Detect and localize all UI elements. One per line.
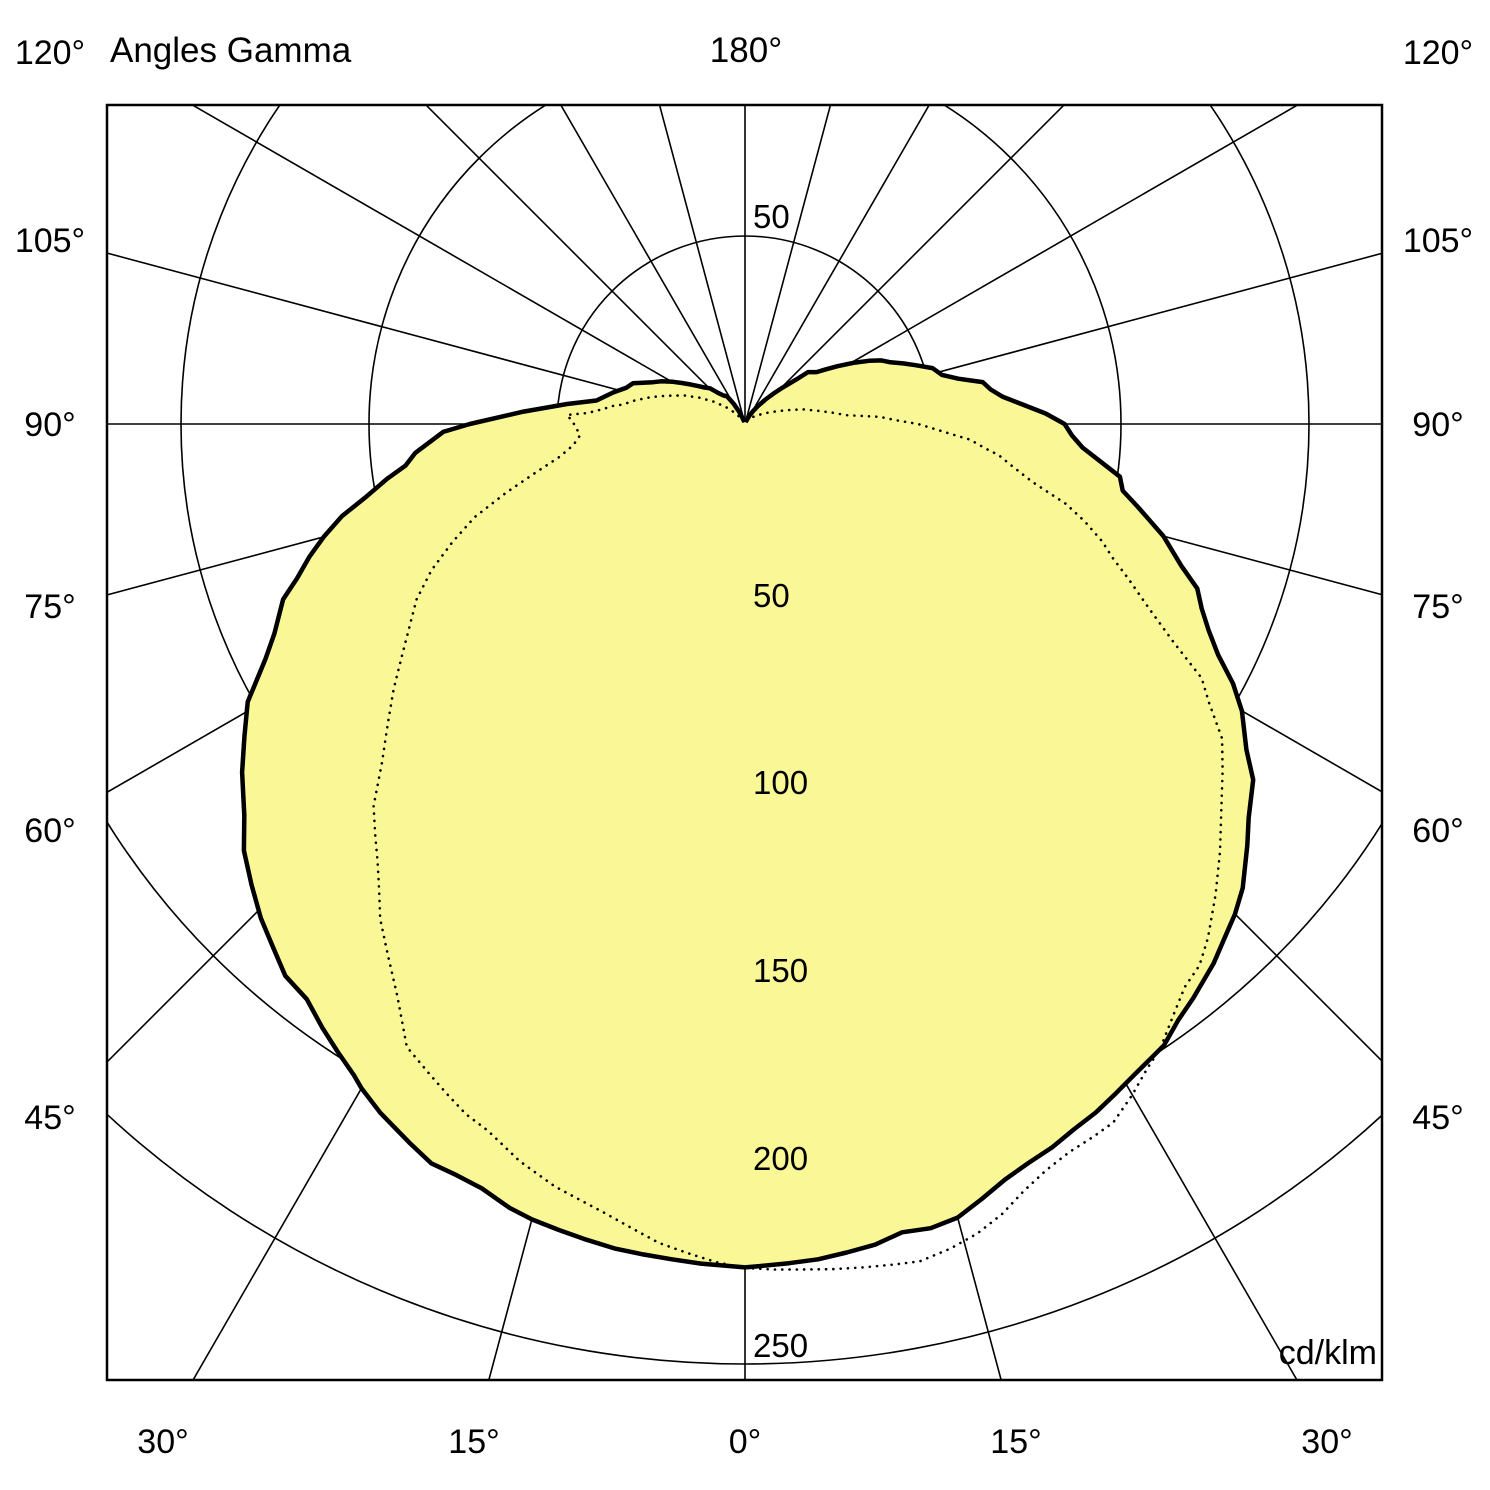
intensity-fill-area xyxy=(242,360,1254,1268)
angle-label-right-60°: 60° xyxy=(1412,812,1463,850)
angle-label-right-120°: 120° xyxy=(1403,34,1473,72)
grid-ray-165 xyxy=(744,105,832,425)
unit-label: cd/klm xyxy=(1279,1334,1377,1372)
angle-label-right-90°: 90° xyxy=(1412,406,1463,444)
grid-ray-210 xyxy=(559,105,746,425)
grid-ray-255 xyxy=(107,252,746,425)
angle-label-left-90°: 90° xyxy=(24,406,75,444)
radial-label-top-50: 50 xyxy=(753,198,790,235)
grid-ray-135 xyxy=(744,105,1066,425)
angle-label-right-105°: 105° xyxy=(1403,222,1473,260)
angle-label-bottom-1: 15° xyxy=(448,1423,499,1461)
angle-label-left-75°: 75° xyxy=(24,588,75,626)
angle-label-right-45°: 45° xyxy=(1412,1099,1463,1137)
radial-label-150: 150 xyxy=(753,952,808,989)
radial-label-50: 50 xyxy=(753,577,790,614)
angle-label-bottom-0: 30° xyxy=(137,1423,188,1461)
chart-title: Angles Gamma xyxy=(110,31,352,70)
angle-label-bottom-4: 30° xyxy=(1301,1423,1352,1461)
axis-labels: 120° 105° 90° 75° 60° 45° 120° 105° 90° 75° 60° 45°… xyxy=(15,34,1473,1461)
plot-frame xyxy=(105,103,1384,1382)
radial-label-200: 200 xyxy=(753,1140,808,1177)
angle-label-bottom-2: 0° xyxy=(729,1423,762,1461)
grid-ray-240 xyxy=(190,105,746,425)
grid-ray-195 xyxy=(658,105,746,425)
intensity-curve-solid xyxy=(239,358,1256,1270)
grid-ray-225 xyxy=(424,105,746,425)
intensity-curve-dotted xyxy=(372,394,1224,1271)
grid-ray-150 xyxy=(744,105,931,425)
angle-label-left-105°: 105° xyxy=(15,222,85,260)
grid-ray-105 xyxy=(744,252,1382,425)
radial-label-250: 250 xyxy=(753,1327,808,1364)
angle-label-left-45°: 45° xyxy=(24,1099,75,1137)
angle-label-right-75°: 75° xyxy=(1412,588,1463,626)
angle-label-bottom-3: 15° xyxy=(990,1423,1041,1461)
top-angle-label: 180° xyxy=(710,31,782,70)
angle-label-left-120°: 120° xyxy=(15,34,85,72)
grid-ray-120 xyxy=(744,105,1300,425)
radial-label-100: 100 xyxy=(753,764,808,801)
angle-label-left-60°: 60° xyxy=(24,812,75,850)
